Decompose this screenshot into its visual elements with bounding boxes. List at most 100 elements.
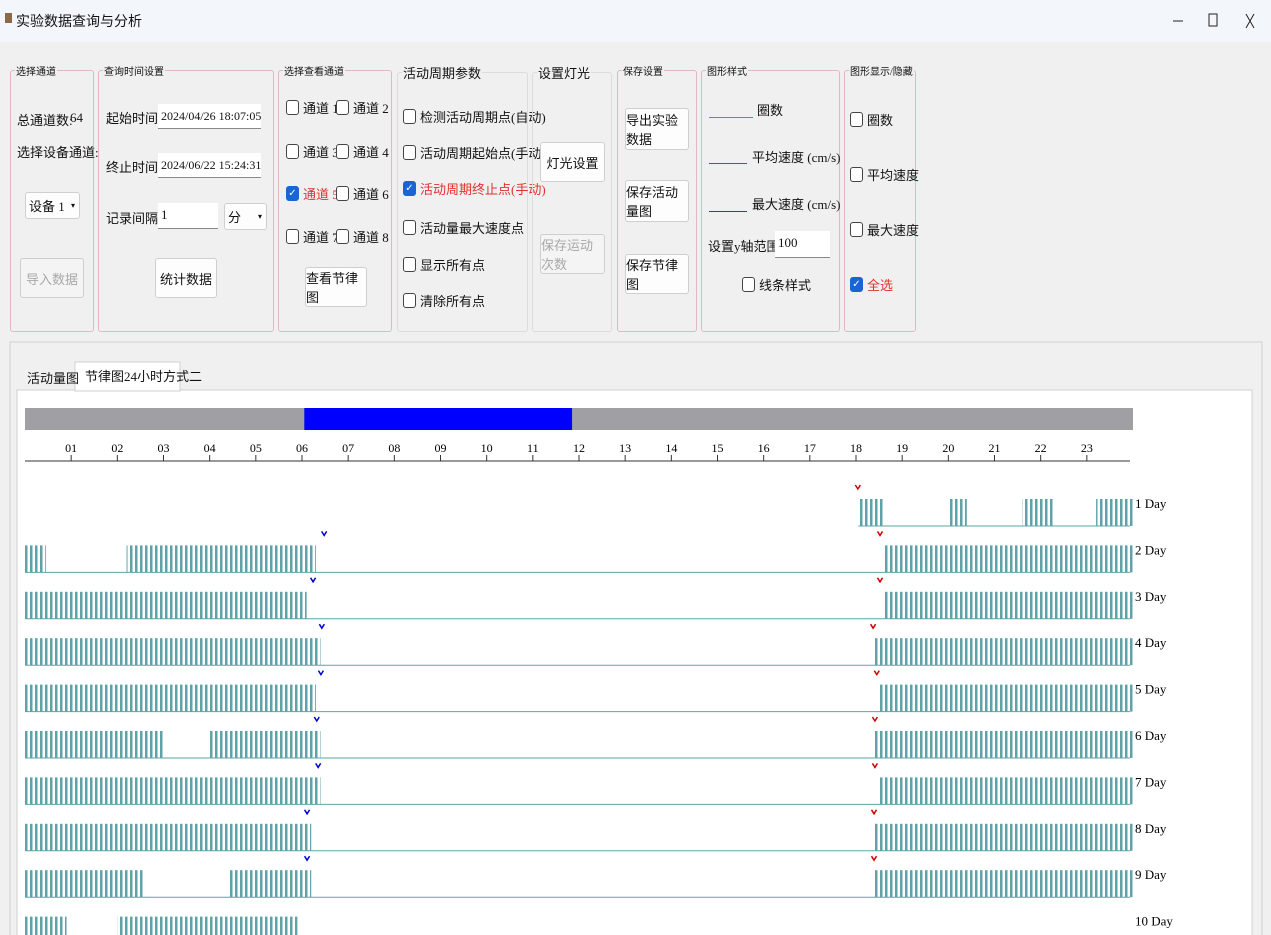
- checkbox-label[interactable]: 通道 8: [353, 230, 389, 245]
- ylim-input[interactable]: 100: [775, 231, 830, 258]
- button[interactable]: 导入数据: [20, 258, 84, 298]
- day-label: 6 Day: [1135, 728, 1167, 743]
- date-input[interactable]: 2024/04/26 18:07:05: [158, 104, 261, 129]
- checkbox[interactable]: 通道 7: [286, 227, 339, 246]
- checkbox-label[interactable]: 检测活动周期点(自动): [420, 110, 546, 125]
- checkbox-label[interactable]: 通道 1: [303, 101, 339, 116]
- checkbox-label[interactable]: 最大速度: [867, 223, 920, 238]
- offset-marker: [303, 809, 311, 816]
- group-title: 保存设置: [622, 63, 664, 78]
- checkbox[interactable]: 活动量最大速度点: [403, 218, 524, 237]
- day-label: 8 Day: [1135, 821, 1167, 836]
- checkbox[interactable]: 全选: [850, 275, 893, 294]
- interval-input[interactable]: 1: [158, 203, 218, 229]
- checkbox[interactable]: 通道 3: [286, 142, 339, 161]
- checkbox-label[interactable]: 活动量最大速度点: [420, 221, 525, 236]
- activity-bars: [874, 870, 1133, 898]
- checkbox[interactable]: 活动周期起始点(手动): [403, 143, 546, 162]
- value: 64: [70, 110, 83, 125]
- tab[interactable]: 活动量图: [27, 371, 80, 386]
- checkbox-label[interactable]: 通道 6: [353, 187, 389, 202]
- checkbox-label[interactable]: 通道 3: [303, 145, 339, 160]
- activity-bars: [25, 731, 164, 758]
- label: 起始时间:: [106, 111, 162, 126]
- group-box: 查询时间设置: [98, 63, 274, 332]
- tab-selected[interactable]: [74, 361, 181, 392]
- button[interactable]: 灯光设置: [540, 142, 605, 182]
- x-tick-label: 11: [527, 441, 539, 455]
- x-tick-label: 09: [435, 441, 447, 455]
- checkbox-label[interactable]: 全选: [867, 278, 894, 293]
- checkbox-label[interactable]: 显示所有点: [420, 258, 486, 273]
- checkbox[interactable]: 显示所有点: [403, 255, 485, 274]
- app-icon: [5, 13, 12, 23]
- group-box: 图形显示/隐藏: [844, 63, 916, 332]
- date-input[interactable]: 2024/06/22 15:24:31: [158, 153, 261, 178]
- button[interactable]: 统计数据: [155, 258, 217, 298]
- checkbox[interactable]: 通道 6: [336, 184, 389, 203]
- group-box: 选择查看通道: [278, 63, 392, 332]
- unit-combo[interactable]: 分 ▾: [224, 203, 267, 230]
- checkbox-label[interactable]: 清除所有点: [420, 294, 486, 309]
- button[interactable]: 保存活动量图: [625, 180, 689, 222]
- x-tick-label: 10: [481, 441, 493, 455]
- checkbox[interactable]: 活动周期终止点(手动): [403, 179, 546, 198]
- checkbox[interactable]: 清除所有点: [403, 291, 485, 310]
- checkbox[interactable]: 最大速度: [850, 220, 919, 239]
- activity-bars: [25, 916, 67, 935]
- button[interactable]: 保存运动次数: [540, 234, 605, 274]
- button[interactable]: 保存节律图: [625, 254, 689, 294]
- activity-bars: [883, 591, 1133, 619]
- device-combo[interactable]: 设备 1 ▾: [25, 192, 80, 219]
- button[interactable]: 查看节律图: [305, 267, 367, 307]
- checkbox[interactable]: 检测活动周期点(自动): [403, 107, 546, 126]
- activity-bars: [879, 777, 1133, 805]
- x-tick-label: 06: [296, 441, 308, 455]
- x-tick-label: 22: [1035, 441, 1047, 455]
- line-sample: [709, 117, 753, 118]
- checkbox[interactable]: 圈数: [850, 110, 893, 129]
- checkbox-label[interactable]: 通道 4: [353, 145, 389, 160]
- day-label: 1 Day: [1135, 496, 1167, 511]
- activity-bars: [25, 638, 321, 666]
- checkbox[interactable]: 通道 8: [336, 227, 389, 246]
- checkbox-label[interactable]: 通道 2: [353, 101, 389, 116]
- offset-marker: [315, 763, 322, 769]
- checkbox[interactable]: 通道 1: [286, 98, 339, 117]
- x-tick-label: 02: [111, 441, 123, 455]
- close-button[interactable]: [1245, 13, 1255, 29]
- checkbox-label[interactable]: 活动周期终止点(手动): [420, 182, 546, 197]
- checkbox-label[interactable]: 通道 5: [303, 187, 339, 202]
- activity-bars: [883, 545, 1133, 573]
- x-tick-label: 07: [342, 441, 354, 455]
- group-title: 选择通道: [15, 63, 57, 78]
- group-box: 图形样式: [701, 63, 840, 332]
- checkbox-label[interactable]: 线条样式: [759, 278, 812, 293]
- activity-bars: [874, 731, 1133, 758]
- checkbox[interactable]: 通道 5: [286, 184, 339, 203]
- checkbox-label[interactable]: 平均速度: [867, 168, 920, 183]
- label: 记录间隔:: [106, 211, 162, 226]
- label: 设置y轴范围:: [708, 239, 784, 254]
- activity-bars: [25, 870, 146, 898]
- button[interactable]: 导出实验数据: [625, 108, 689, 150]
- checkbox-label[interactable]: 圈数: [867, 113, 894, 128]
- checkbox[interactable]: 通道 4: [336, 142, 389, 161]
- day-label: 7 Day: [1135, 774, 1167, 789]
- tab[interactable]: 节律图24小时方式二: [85, 369, 203, 384]
- onset-marker: [876, 577, 884, 584]
- checkbox[interactable]: 通道 2: [336, 98, 389, 117]
- x-tick-label: 08: [388, 441, 400, 455]
- checkbox-label[interactable]: 活动周期起始点(手动): [420, 146, 546, 161]
- activity-bars: [117, 916, 298, 935]
- group-title: 图形显示/隐藏: [849, 63, 914, 78]
- label: 最大速度 (cm/s): [752, 197, 841, 212]
- checkbox-label[interactable]: 通道 7: [303, 230, 339, 245]
- day-label: 2 Day: [1135, 542, 1167, 557]
- restore-button[interactable]: [1208, 13, 1218, 27]
- x-tick-label: 15: [712, 441, 724, 455]
- checkbox[interactable]: 平均速度: [850, 165, 919, 184]
- checkbox[interactable]: 线条样式: [742, 275, 811, 294]
- day-label: 3 Day: [1135, 589, 1167, 604]
- onset-marker: [871, 716, 879, 723]
